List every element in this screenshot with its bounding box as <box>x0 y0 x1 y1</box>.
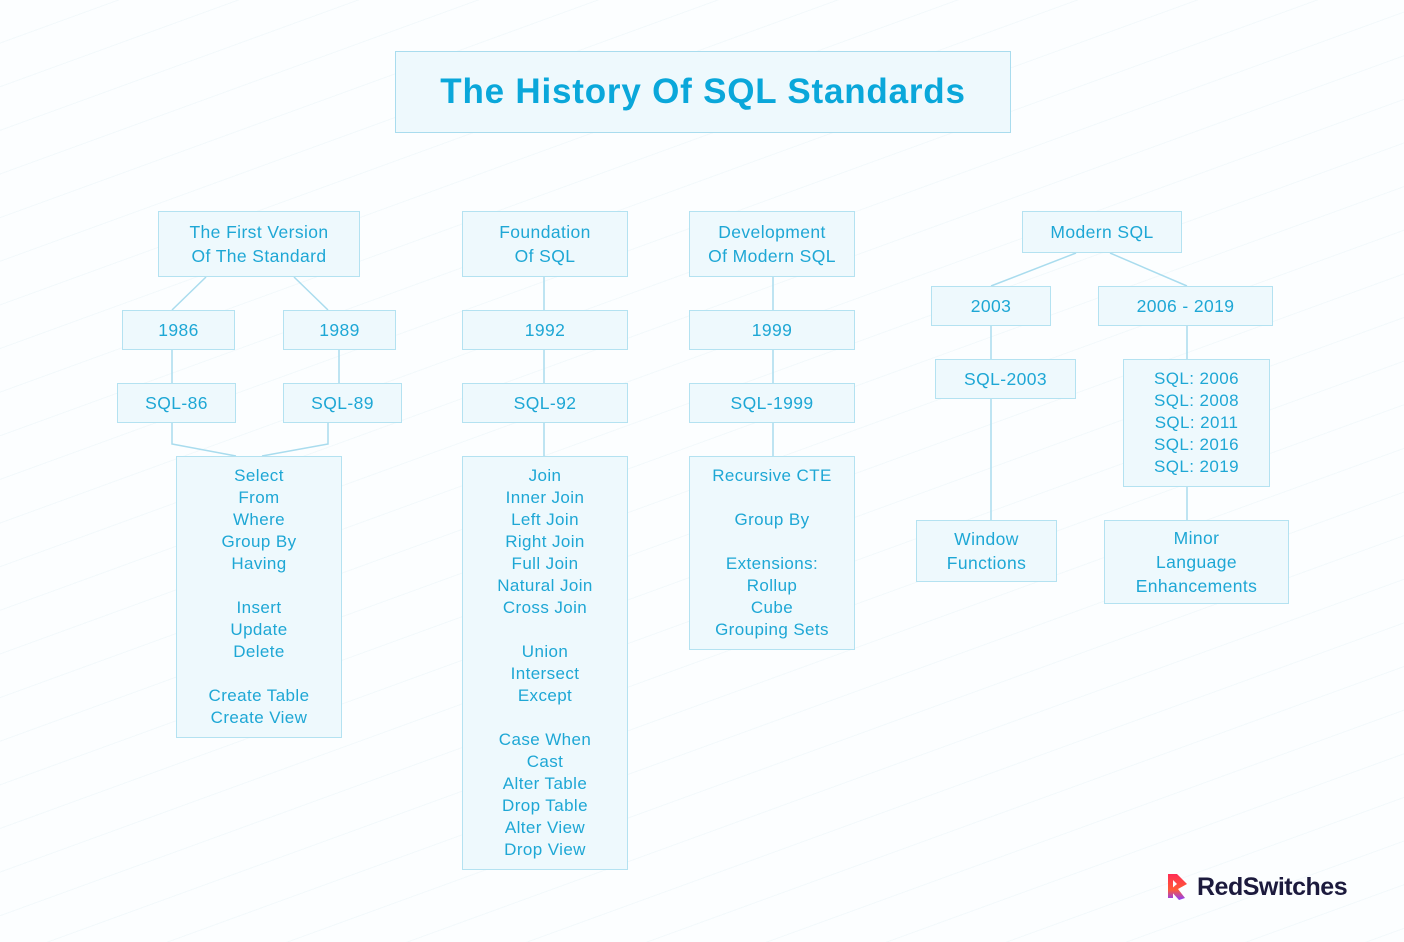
node-text-line: Natural Join <box>497 576 593 595</box>
node-text-line: Foundation <box>499 222 591 242</box>
node-text-line <box>690 531 854 553</box>
connector <box>293 276 329 311</box>
node-text-line: Alter Table <box>502 774 588 793</box>
node-text-line: Alter View <box>504 818 586 837</box>
node-text-line: Modern SQL <box>1050 222 1154 242</box>
node-sql-89: SQL-89 <box>283 383 402 423</box>
node-text-line: Cube <box>750 598 794 617</box>
node-features-86: Select From Where Group By Having Insert Updat… <box>176 456 342 738</box>
node-text-line: From <box>238 488 280 507</box>
connector <box>990 252 1077 287</box>
node-1986: 1986 <box>122 310 235 350</box>
node-minor-enhancements: Minor Language Enhancements <box>1104 520 1289 604</box>
node-sql-versions: SQL: 2006 SQL: 2008 SQL: 2011 SQL: 2016 SQL:… <box>1123 359 1270 487</box>
connector <box>171 276 207 311</box>
node-2006-2019: 2006 - 2019 <box>1098 286 1273 326</box>
node-foundation: Foundation Of SQL <box>462 211 628 277</box>
node-text-line: Cross Join <box>502 598 588 617</box>
node-text-line: Create View <box>210 708 308 727</box>
node-text-line: Left Join <box>511 510 579 529</box>
connector <box>261 423 329 457</box>
redswitches-logo: RedSwitches <box>1165 872 1348 902</box>
node-text-line <box>463 707 627 729</box>
node-text-line: Delete <box>233 642 285 661</box>
node-text-line: Having <box>231 554 287 573</box>
node-text-line: 2006 - 2019 <box>1136 296 1235 316</box>
node-first-version: The First Version Of The Standard <box>158 211 360 277</box>
node-text-line: Rollup <box>746 576 798 595</box>
node-text-line: Window <box>954 529 1019 549</box>
node-1989: 1989 <box>283 310 396 350</box>
node-text-line: Recursive CTE <box>712 466 832 485</box>
node-text-line: Drop Table <box>502 796 588 815</box>
node-text-line <box>177 663 341 685</box>
node-text-line: Case When <box>498 730 592 749</box>
node-text-line: Group By <box>734 510 810 529</box>
node-text-line: SQL-1999 <box>730 393 814 413</box>
node-text-line: Group By <box>221 532 297 551</box>
node-text-line <box>463 619 627 641</box>
node-text-line <box>690 487 854 509</box>
node-text-line: Right Join <box>505 532 585 551</box>
node-text-line: Of The Standard <box>191 246 327 266</box>
node-text-line: Grouping Sets <box>715 620 829 639</box>
node-text-line <box>177 575 341 597</box>
node-text-line: 2003 <box>970 296 1012 316</box>
node-1992: 1992 <box>462 310 628 350</box>
node-text-line: 1992 <box>524 320 566 340</box>
node-text-line: Union <box>521 642 569 661</box>
node-modern-sql: Modern SQL <box>1022 211 1182 253</box>
node-sql-92: SQL-92 <box>462 383 628 423</box>
node-features-92: Join Inner Join Left Join Right Join Full Jo… <box>462 456 628 870</box>
node-text-line: The First Version <box>189 222 329 242</box>
node-text-line: Inner Join <box>505 488 585 507</box>
node-text-line: Enhancements <box>1135 576 1258 596</box>
node-text-line: Update <box>230 620 288 639</box>
node-text-line: Minor <box>1173 528 1220 548</box>
node-text-line: Cast <box>526 752 564 771</box>
node-text-line: Development <box>718 222 826 242</box>
node-window-functions: Window Functions <box>916 520 1057 582</box>
node-text-line: SQL-2003 <box>964 369 1047 389</box>
node-text-line: SQL: 2011 <box>1154 413 1239 432</box>
node-text-line: SQL: 2008 <box>1154 391 1239 410</box>
node-development: Development Of Modern SQL <box>689 211 855 277</box>
node-text-line: Join <box>528 466 562 485</box>
node-text-line: Where <box>232 510 286 529</box>
connector <box>1109 252 1188 287</box>
node-text-line: Extensions: <box>725 554 819 573</box>
node-sql-2003: SQL-2003 <box>935 359 1076 399</box>
node-text-line: SQL-89 <box>311 393 374 413</box>
node-text-line: Create Table <box>208 686 310 705</box>
node-text-line: Except <box>517 686 573 705</box>
node-text-line: Of SQL <box>514 246 576 266</box>
node-1999: 1999 <box>689 310 855 350</box>
node-text-line: Language <box>1155 552 1238 572</box>
page-title: The History Of SQL Standards <box>395 51 1011 133</box>
node-text-line: SQL-86 <box>145 393 208 413</box>
node-text-line: Select <box>234 466 284 485</box>
node-sql-86: SQL-86 <box>117 383 236 423</box>
node-text-line: SQL: 2016 <box>1154 435 1239 454</box>
node-text-line: 1999 <box>751 320 793 340</box>
node-text-line: Insert <box>236 598 282 617</box>
node-text-line: SQL: 2006 <box>1154 369 1239 388</box>
node-text-line: 1986 <box>158 320 199 340</box>
logo-icon <box>1168 874 1187 900</box>
connector <box>171 423 237 457</box>
node-features-99: Recursive CTE Group By Extensions: Rollup Cu… <box>689 456 855 650</box>
logo-text: RedSwitches <box>1197 872 1348 901</box>
node-text-line: Of Modern SQL <box>708 246 836 266</box>
node-text-line: SQL: 2019 <box>1154 457 1239 476</box>
node-text-line: Drop View <box>504 840 586 859</box>
node-text-line: Functions <box>946 553 1027 573</box>
node-text-line: Intersect <box>510 664 580 683</box>
node-sql-1999: SQL-1999 <box>689 383 855 423</box>
node-2003: 2003 <box>931 286 1051 326</box>
node-text-line: 1989 <box>319 320 360 340</box>
node-text-line: SQL-92 <box>513 393 577 413</box>
node-text-line: Full Join <box>511 554 579 573</box>
